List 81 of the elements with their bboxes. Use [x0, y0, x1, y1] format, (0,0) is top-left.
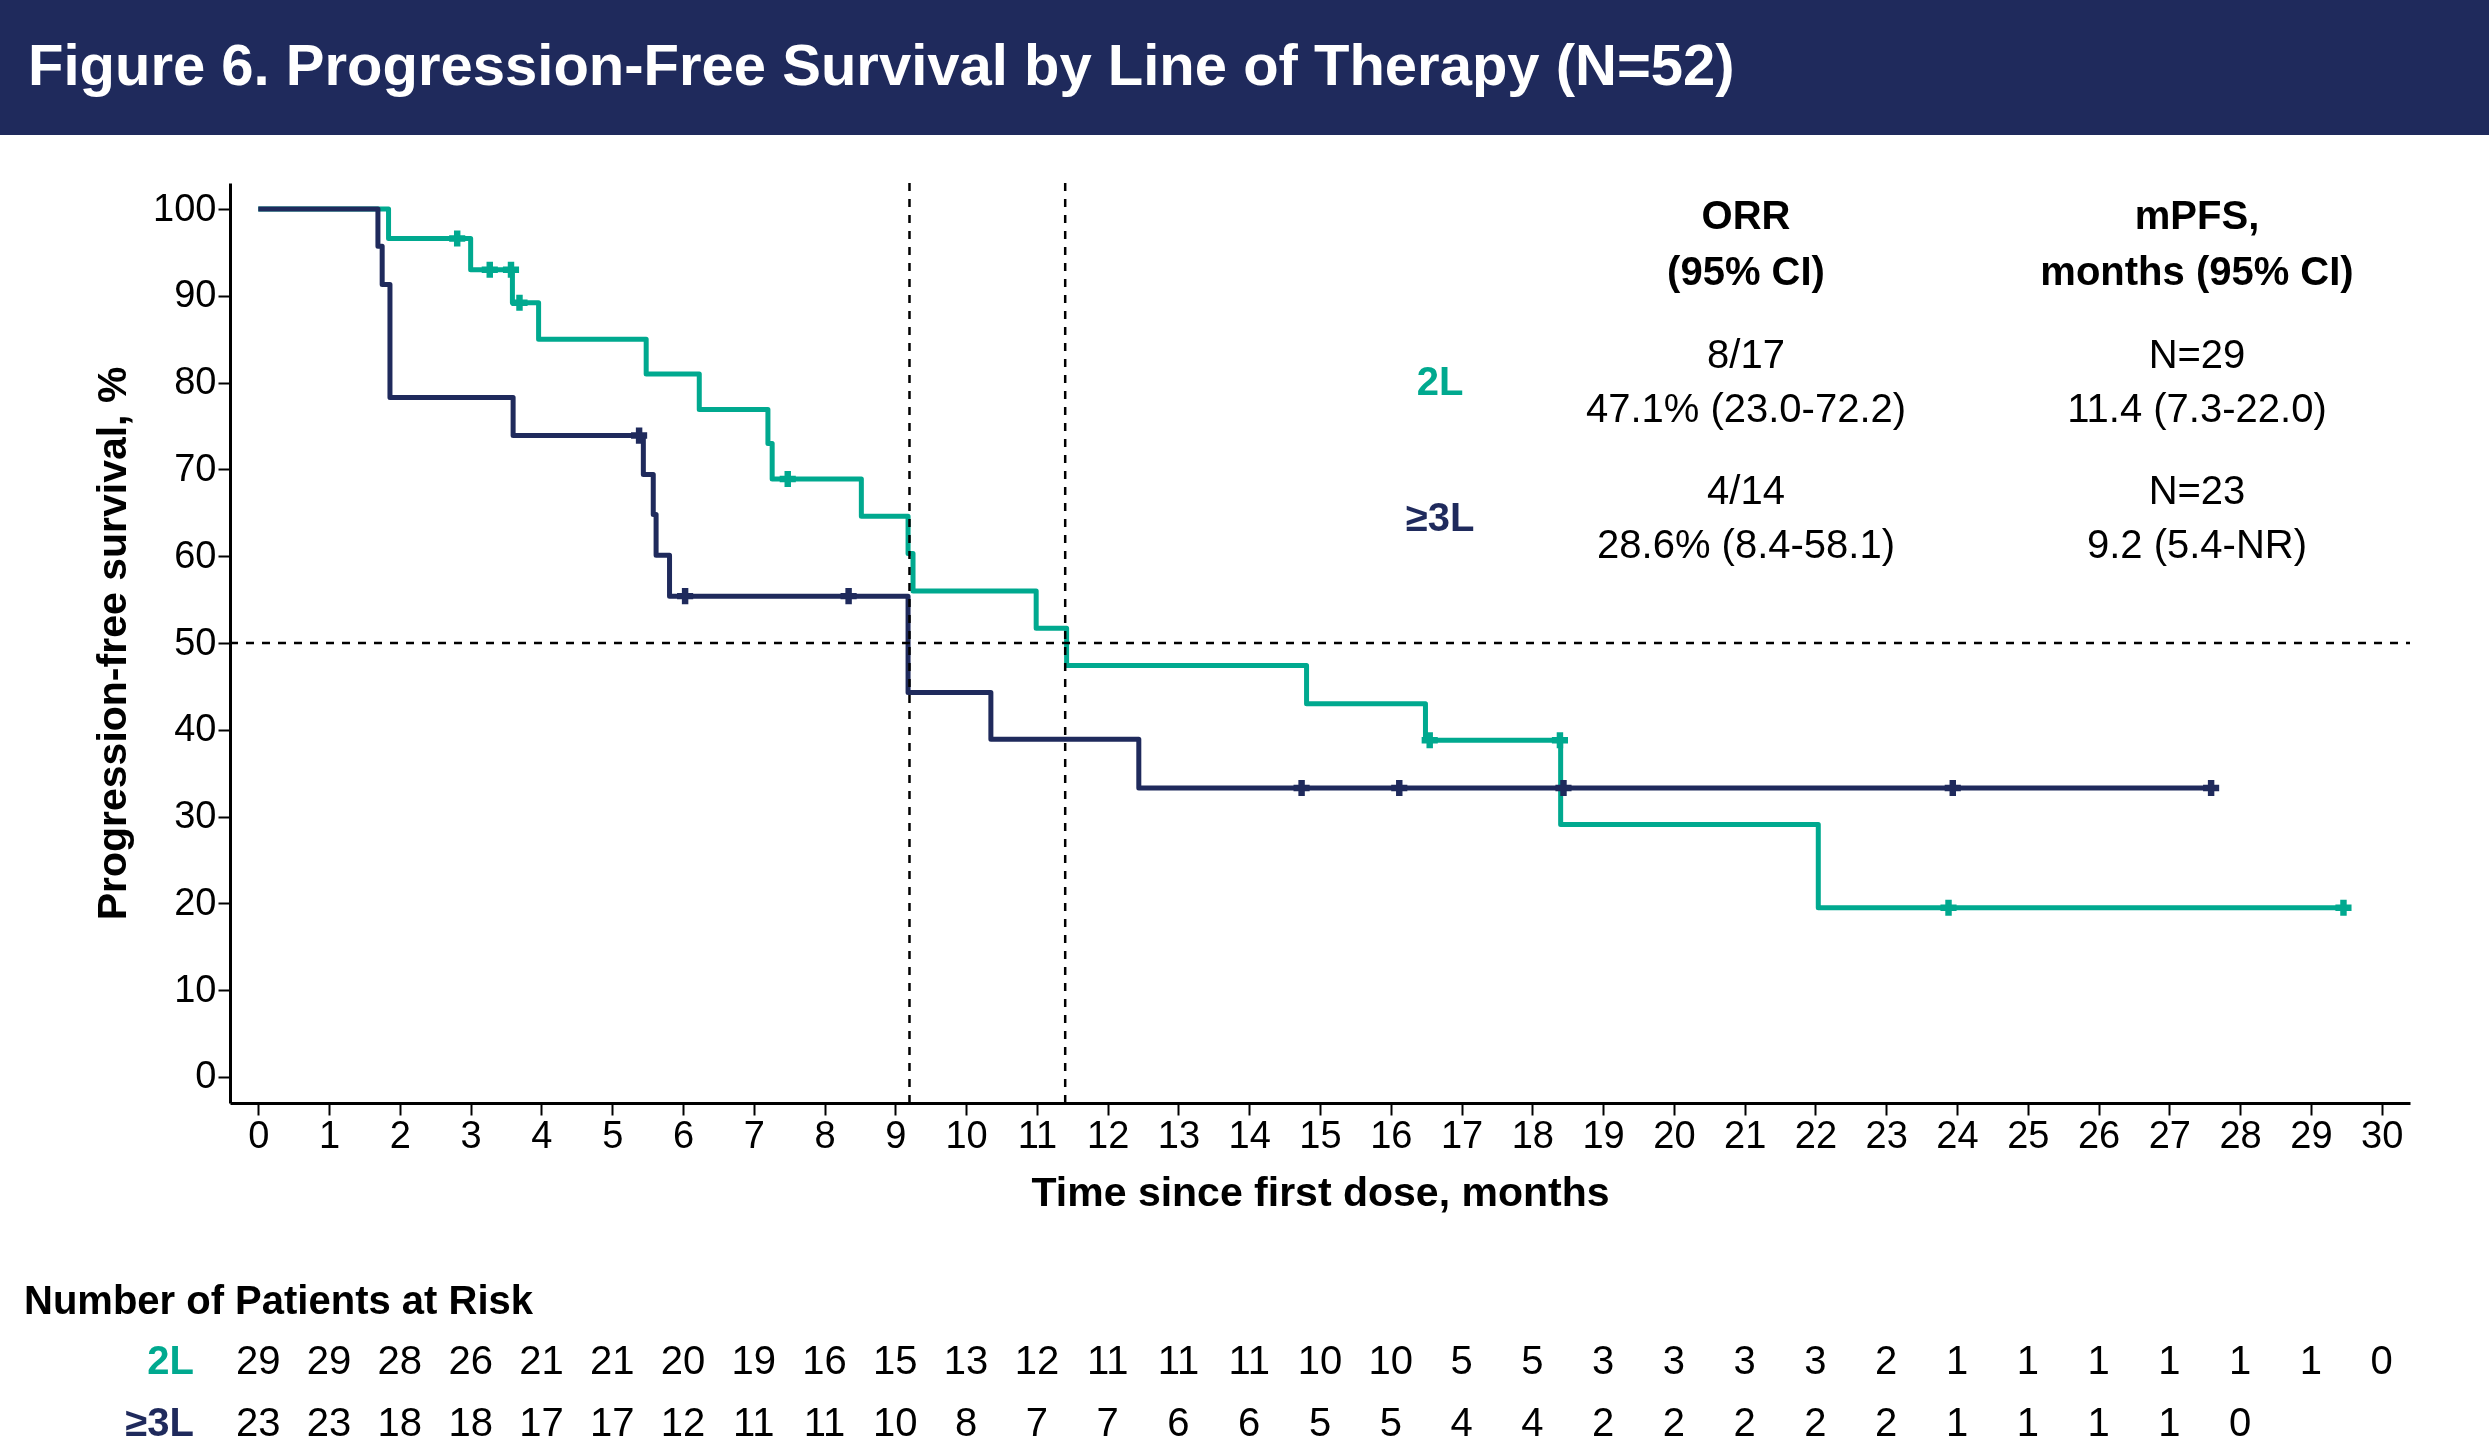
- x-tick-label: 11: [1017, 1113, 1058, 1156]
- x-tick-label: 23: [1865, 1113, 1908, 1156]
- x-tick-label: 29: [2290, 1113, 2333, 1156]
- x-tick-label: 21: [1724, 1113, 1767, 1156]
- point: [1555, 779, 1572, 797]
- x-tick-label: 14: [1228, 1113, 1271, 1156]
- text: 29 29 28 26 21 21 20 19 16 15 13 12 11 11 11 10 10 5 5 3 3 3 3 2 1 1 1 1 1 1 0: [236, 1338, 2393, 1382]
- x-tick-label: 17: [1440, 1113, 1484, 1156]
- x-tick-label: 6: [672, 1113, 695, 1156]
- y-tick-label: 90: [174, 273, 217, 316]
- annotation: N=23: [2148, 468, 2246, 512]
- annotation: ORR: [1701, 193, 1791, 237]
- annotation: 8/17: [1707, 332, 1785, 376]
- point: [481, 261, 498, 278]
- y-tick-label: 20: [174, 880, 217, 923]
- point: [449, 230, 466, 247]
- text: 2L: [1416, 359, 1464, 403]
- x-tick-label: 7: [743, 1113, 765, 1156]
- point: [1944, 779, 1961, 797]
- annotation: months (95% CI): [2040, 249, 2354, 293]
- point: [1391, 779, 1408, 797]
- x-tick-label: 3: [460, 1113, 482, 1156]
- y-tick-label: 0: [195, 1054, 217, 1097]
- point: [840, 588, 857, 605]
- y-tick-label: 70: [174, 446, 217, 489]
- x-tick-label: 1: [319, 1113, 341, 1156]
- y-tick-label: 40: [174, 707, 217, 750]
- text: ≥3L: [1405, 495, 1475, 539]
- x-tick-label: 18: [1511, 1113, 1554, 1156]
- y-tick-label: 30: [174, 794, 217, 837]
- x-tick-label: 8: [814, 1113, 836, 1156]
- point: [1551, 732, 1568, 749]
- x-tick-label: 4: [531, 1113, 553, 1156]
- y-tick-label: 10: [174, 967, 217, 1010]
- chart-title: Figure 6. Progression-Free Survival by Line of Therapy (N=52): [28, 31, 1735, 97]
- x-tick-label: 20: [1653, 1113, 1696, 1156]
- x-tick-label: 24: [1936, 1113, 1979, 1156]
- x-tick-label: 25: [2007, 1113, 2050, 1156]
- text: Number of Patients at Risk: [24, 1278, 534, 1322]
- annotation: N=29: [2148, 332, 2246, 376]
- x-tick-label: 26: [2077, 1113, 2121, 1156]
- x-tick-label: 27: [2148, 1113, 2191, 1156]
- x-tick-label: 16: [1370, 1113, 1413, 1156]
- point: [631, 427, 648, 444]
- annotation: 4/14: [1707, 468, 1785, 512]
- annotation: mPFS,: [2134, 193, 2260, 237]
- y-tick-label: 60: [174, 533, 217, 576]
- x-tick-label: 19: [1582, 1113, 1625, 1156]
- point: [511, 294, 528, 311]
- annotation: 9.2 (5.4-NR): [2086, 522, 2308, 566]
- x-axis-title: Time since first dose, months: [1031, 1168, 1610, 1215]
- x-tick-label: 5: [602, 1113, 624, 1156]
- point: [1940, 899, 1957, 916]
- text: 2L: [147, 1338, 194, 1382]
- annotation: (95% CI): [1667, 249, 1825, 293]
- annotation: 47.1% (23.0-72.2): [1585, 386, 1907, 430]
- x-tick-label: 0: [248, 1113, 270, 1156]
- x-tick-label: 13: [1157, 1113, 1201, 1156]
- x-tick-label: 2: [389, 1113, 411, 1156]
- point: [1293, 779, 1310, 797]
- x-tick-label: 30: [2361, 1113, 2404, 1156]
- x-tick-label: 10: [945, 1113, 988, 1156]
- y-tick-label: 100: [153, 186, 217, 229]
- y-tick-label: 50: [174, 620, 217, 663]
- text: 23 23 18 18 17 17 12 11 11 10 8 7 7 6 6 5 5 4 4 2 2 2 2 2 1 1 1 1 0: [236, 1400, 2252, 1444]
- point: [2335, 899, 2352, 916]
- x-tick-label: 28: [2219, 1113, 2262, 1156]
- x-tick-label: 15: [1299, 1113, 1342, 1156]
- text: ≥3L: [125, 1400, 194, 1444]
- annotation: 28.6% (8.4-58.1): [1597, 522, 1895, 566]
- annotation: 11.4 (7.3-22.0): [2067, 386, 2327, 430]
- point: [502, 261, 520, 278]
- x-tick-label: 22: [1794, 1113, 1838, 1156]
- y-tick-label: 80: [174, 360, 217, 403]
- x-tick-label: 12: [1087, 1113, 1130, 1156]
- x-tick-label: 9: [885, 1113, 907, 1156]
- y-axis-title: Progression-free survival, %: [89, 366, 136, 921]
- point: [677, 588, 694, 605]
- point: [779, 470, 796, 488]
- point: [2203, 779, 2220, 797]
- point: [1421, 732, 1438, 749]
